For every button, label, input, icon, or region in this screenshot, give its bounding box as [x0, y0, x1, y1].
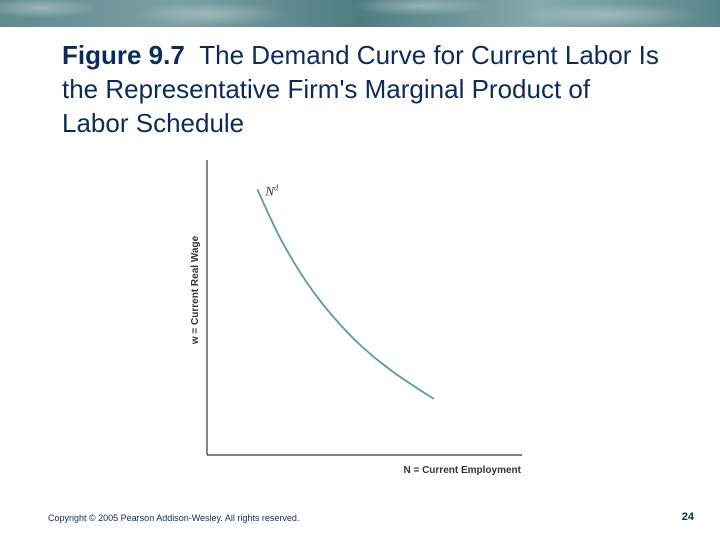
slide-title: Figure 9.7 The Demand Curve for Current …: [62, 38, 662, 140]
figure-number: Figure 9.7: [62, 40, 185, 70]
y-axis-label: w = Current Real Wage: [190, 235, 201, 345]
figure-caption: The Demand Curve for Current Labor Is th…: [62, 40, 659, 138]
header-band: [0, 0, 720, 27]
page-number: 24: [681, 511, 694, 523]
curve-label: Nd: [264, 184, 279, 199]
demand-curve-chart: w = Current Real Wage N = Current Employ…: [190, 160, 522, 476]
labor-demand-curve: [256, 189, 435, 400]
x-axis-label: N = Current Employment: [403, 465, 521, 476]
copyright-footer: Copyright © 2005 Pearson Addison-Wesley.…: [48, 513, 300, 523]
